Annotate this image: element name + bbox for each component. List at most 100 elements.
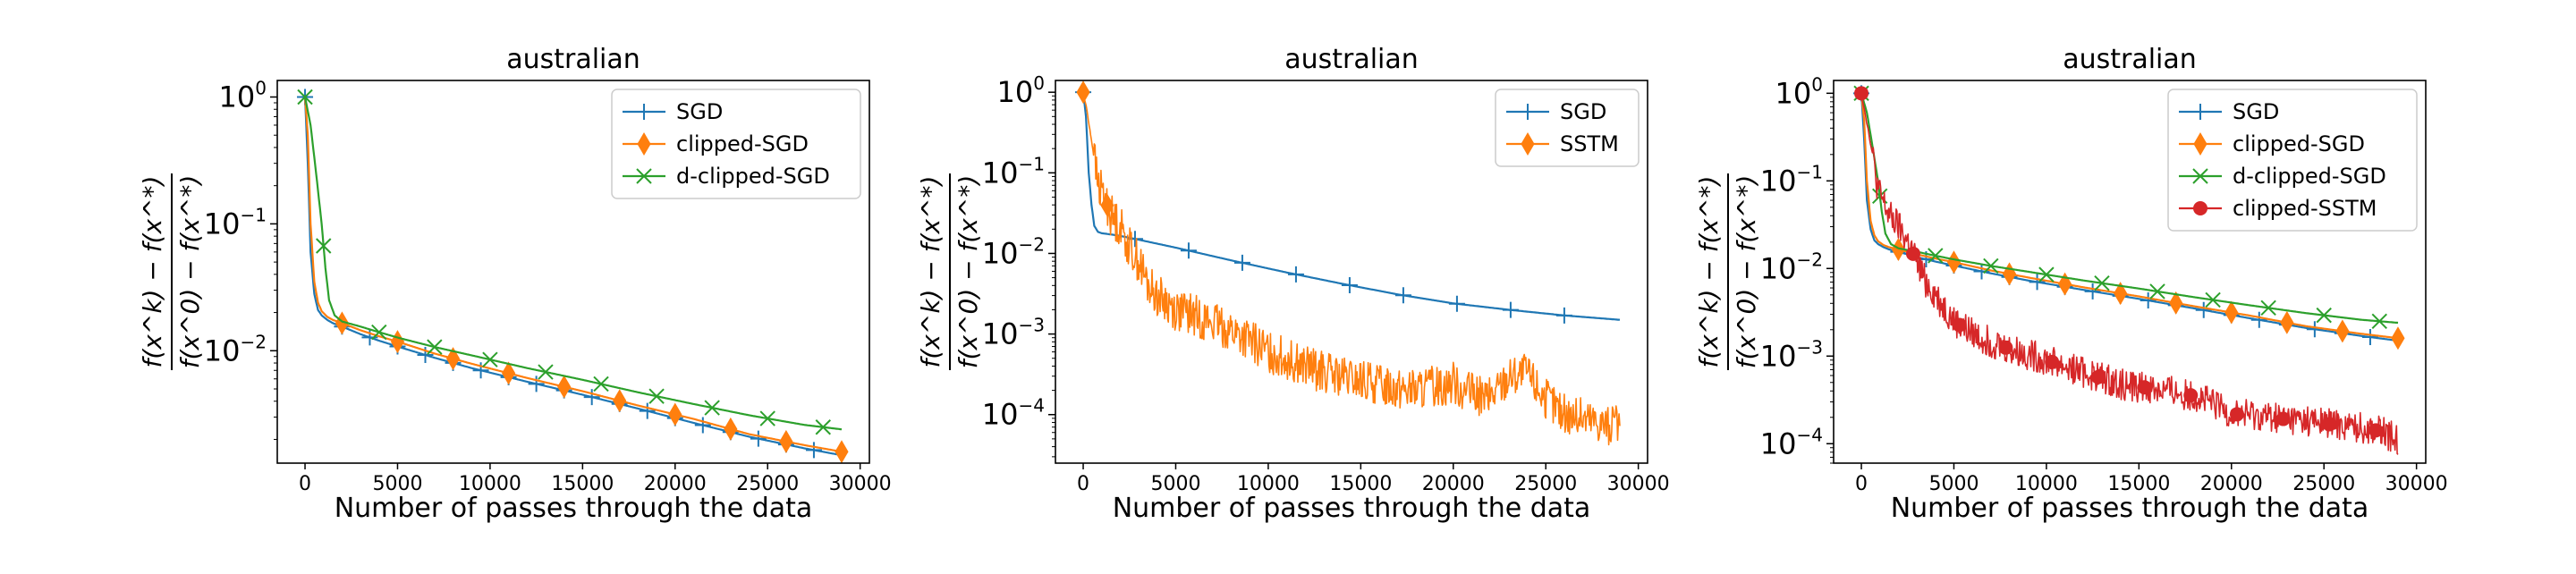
x-tick-label: 20000: [644, 473, 707, 495]
legend-box: [2167, 89, 2418, 232]
data-point-clipped-sgd-3: [445, 347, 461, 371]
series-line-d-clipped-sgd: [303, 97, 843, 431]
y-tick-label: 10−4: [982, 395, 1045, 432]
data-point-d-clipped-sgd-9: [704, 400, 720, 416]
y-label-numerator: f(x^k) − f(x^*): [1694, 176, 1724, 368]
data-point-clipped-sstm-4: [1998, 340, 2013, 355]
legend-swatch-marker: [2192, 168, 2208, 184]
data-point-clipped-sstm-1: [1854, 86, 1869, 101]
chart-panel-3: australian 0 5000 10000 15000 20000 25000 30000…: [1694, 44, 2448, 524]
data-point-clipped-sgd-2: [390, 330, 405, 354]
data-point-d-clipped-sgd-7: [593, 376, 609, 393]
data-point-clipped-sstm-11: [2322, 417, 2337, 432]
y-tick-label: 10−1: [1760, 161, 1823, 198]
x-tick-label: 5000: [1150, 473, 1200, 495]
data-point-clipped-sgd-5: [2114, 282, 2128, 306]
data-point-sgd-11: [583, 389, 600, 406]
y-tick-base: 10: [204, 207, 241, 241]
data-point-clipped-sgd-5: [557, 375, 572, 399]
y-tick-exponent: −3: [1019, 315, 1045, 336]
chart-title: australian: [1284, 44, 1419, 75]
y-tick-label: 10−3: [1760, 336, 1823, 373]
legend-label: clipped-SGD: [676, 131, 809, 156]
y-tick-base: 10: [1775, 76, 1812, 110]
axes-frame: [1055, 80, 1648, 464]
y-tick-label: 10−3: [982, 315, 1045, 351]
y-tick-exponent: −1: [1019, 153, 1045, 174]
y-tick-exponent: −2: [1019, 233, 1045, 255]
axes-frame: [276, 80, 870, 464]
data-point-sgd-8: [1448, 295, 1465, 312]
data-point-clipped-sstm-8: [2183, 388, 2199, 403]
x-tick-label: 10000: [2015, 473, 2078, 495]
chart-title: australian: [506, 44, 640, 75]
y-label-denominator: f(x^0) − f(x^*): [1732, 175, 1761, 369]
x-axis-label: Number of passes through the data: [1891, 493, 2369, 524]
data-point-sstm-2: [1100, 193, 1114, 217]
data-point-d-clipped-sgd-6: [538, 364, 554, 380]
x-tick-label: 5000: [372, 473, 422, 495]
y-label-numerator: f(x^k) − f(x^*): [138, 176, 167, 368]
data-point-clipped-sgd-6: [613, 389, 627, 413]
legend-label: clipped-SSTM: [2233, 196, 2377, 221]
y-tick-label: 10−2: [1760, 249, 1823, 285]
y-tick-base: 10: [982, 156, 1019, 190]
x-tick-label: 15000: [2107, 473, 2170, 495]
data-point-clipped-sgd-9: [2335, 319, 2350, 343]
legend-label: d-clipped-SGD: [2233, 164, 2386, 189]
data-point-d-clipped-sgd-5: [2038, 266, 2055, 283]
x-tick-label: 20000: [2200, 473, 2263, 495]
y-tick-base: 10: [982, 236, 1019, 270]
data-point-d-clipped-sgd-3: [1928, 248, 1944, 264]
data-point-sgd-5: [1973, 263, 1990, 280]
data-point-sgd-7: [1394, 287, 1411, 304]
data-point-d-clipped-sgd-11: [815, 419, 831, 435]
y-tick-base: 10: [1760, 164, 1797, 198]
data-point-clipped-sstm-2: [1905, 246, 1920, 261]
legend-label: SGD: [2233, 99, 2279, 124]
data-point-d-clipped-sgd-4: [427, 339, 443, 355]
y-tick-exponent: −1: [241, 204, 267, 225]
chart-panel-2: australian 0 5000 10000 15000 20000 25000 30000…: [916, 44, 1670, 524]
data-point-clipped-sgd-2: [1946, 250, 1962, 274]
x-tick-label: 25000: [2292, 473, 2355, 495]
y-tick-base: 10: [204, 333, 241, 367]
y-tick-exponent: 0: [1033, 72, 1045, 94]
y-tick-exponent: 0: [1811, 73, 1823, 95]
data-point-clipped-sstm-10: [2275, 411, 2291, 426]
data-point-sgd-15: [2250, 311, 2267, 328]
x-tick-label: 10000: [459, 473, 521, 495]
data-point-clipped-sstm-6: [2090, 369, 2106, 384]
data-point-clipped-sgd-1: [335, 311, 349, 335]
y-label-denominator: f(x^0) − f(x^*): [175, 175, 205, 369]
x-tick-label: 20000: [1422, 473, 1485, 495]
x-tick-label: 30000: [2385, 473, 2448, 495]
x-tick-label: 5000: [1928, 473, 1979, 495]
data-point-d-clipped-sgd-8: [648, 388, 665, 404]
y-tick-exponent: −1: [1797, 161, 1823, 182]
y-tick-base: 10: [997, 75, 1034, 109]
data-point-sgd-9: [1502, 301, 1519, 318]
plot-area: [297, 89, 849, 463]
legend-label: SGD: [676, 99, 723, 124]
y-tick-exponent: 0: [255, 77, 267, 98]
data-point-sgd-4: [1233, 254, 1250, 271]
y-tick-base: 10: [219, 80, 256, 114]
data-point-clipped-sstm-7: [2137, 380, 2152, 395]
y-tick-base: 10: [982, 317, 1019, 351]
data-point-d-clipped-sgd-6: [2094, 274, 2110, 291]
data-point-d-clipped-sgd-7: [2149, 283, 2165, 300]
data-point-sgd-17: [750, 430, 767, 447]
legend-swatch-marker: [1520, 104, 1536, 120]
plot-area: [1075, 80, 1621, 446]
legend-swatch-marker: [2192, 104, 2208, 120]
y-tick-label: 10−1: [204, 204, 267, 241]
x-tick-label: 30000: [829, 473, 892, 495]
legend-swatch-marker: [636, 104, 652, 120]
y-tick-label: 100: [1775, 73, 1823, 110]
data-point-d-clipped-sgd-9: [2260, 300, 2276, 317]
plot-area: [1853, 85, 2405, 455]
data-point-sgd-11: [2140, 292, 2157, 309]
